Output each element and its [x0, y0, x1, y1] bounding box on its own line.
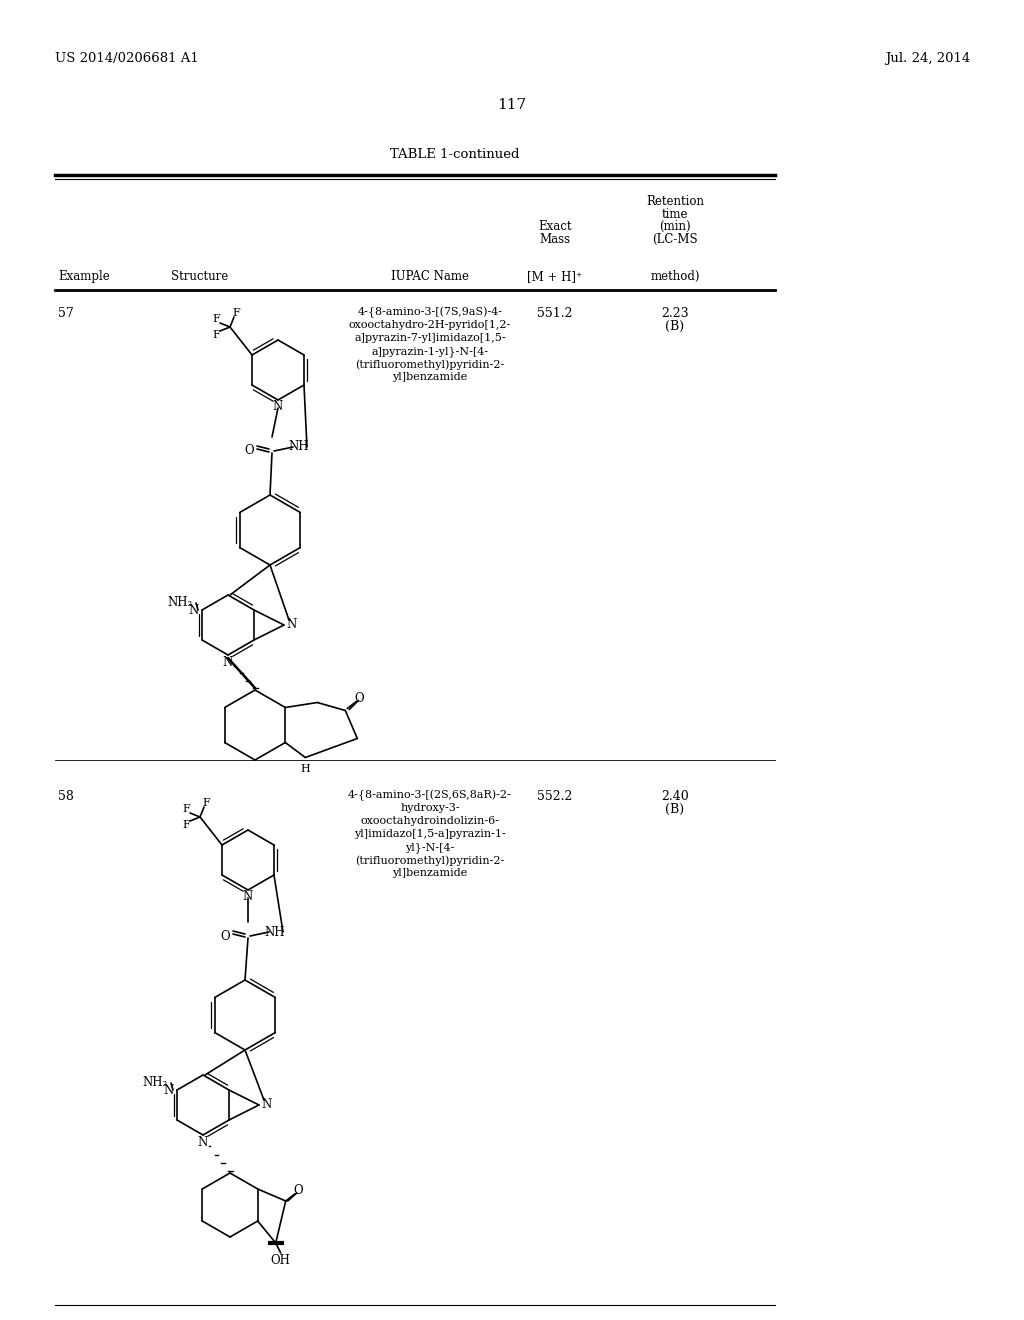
Text: 2.40: 2.40 — [662, 789, 689, 803]
Text: time: time — [662, 209, 688, 220]
Text: F: F — [232, 308, 240, 318]
Text: N: N — [287, 619, 297, 631]
Text: F: F — [212, 330, 220, 341]
Text: 552.2: 552.2 — [538, 789, 572, 803]
Text: (B): (B) — [666, 319, 685, 333]
Text: hydroxy-3-: hydroxy-3- — [400, 803, 460, 813]
Text: (trifluoromethyl)pyridin-2-: (trifluoromethyl)pyridin-2- — [355, 359, 505, 370]
Text: (B): (B) — [666, 803, 685, 816]
Text: yl]benzamide: yl]benzamide — [392, 869, 468, 878]
Text: 57: 57 — [58, 308, 74, 319]
Text: (min): (min) — [659, 220, 691, 234]
Text: yl}-N-[4-: yl}-N-[4- — [406, 842, 455, 853]
Text: oxooctahydroindolizin-6-: oxooctahydroindolizin-6- — [360, 816, 500, 826]
Text: 551.2: 551.2 — [538, 308, 572, 319]
Text: yl]imidazo[1,5-a]pyrazin-1-: yl]imidazo[1,5-a]pyrazin-1- — [354, 829, 506, 840]
Text: Exact: Exact — [539, 220, 571, 234]
Text: N: N — [164, 1084, 174, 1097]
Text: a]pyrazin-7-yl]imidazo[1,5-: a]pyrazin-7-yl]imidazo[1,5- — [354, 333, 506, 343]
Text: a]pyrazin-1-yl}-N-[4-: a]pyrazin-1-yl}-N-[4- — [372, 346, 488, 356]
Text: Mass: Mass — [540, 234, 570, 246]
Text: (LC-MS: (LC-MS — [652, 234, 697, 246]
Text: F: F — [202, 799, 210, 808]
Text: H: H — [300, 764, 310, 775]
Text: 117: 117 — [498, 98, 526, 112]
Text: Structure: Structure — [171, 271, 228, 282]
Text: TABLE 1-continued: TABLE 1-continued — [390, 148, 519, 161]
Text: O: O — [293, 1184, 302, 1197]
Text: N: N — [198, 1135, 208, 1148]
Text: N: N — [262, 1098, 272, 1111]
Text: F: F — [212, 314, 220, 323]
Text: NH: NH — [289, 441, 309, 454]
Text: Retention: Retention — [646, 195, 705, 209]
Text: 4-{8-amino-3-[(2S,6S,8aR)-2-: 4-{8-amino-3-[(2S,6S,8aR)-2- — [348, 789, 512, 801]
Text: Example: Example — [58, 271, 110, 282]
Text: 58: 58 — [58, 789, 74, 803]
Text: F: F — [182, 820, 189, 830]
Text: N: N — [188, 603, 199, 616]
Text: O: O — [244, 445, 254, 458]
Text: N: N — [223, 656, 233, 668]
Text: [M + H]⁺: [M + H]⁺ — [527, 271, 583, 282]
Text: F: F — [182, 804, 189, 814]
Text: yl]benzamide: yl]benzamide — [392, 372, 468, 381]
Text: N: N — [272, 400, 283, 413]
Text: method): method) — [650, 271, 699, 282]
Text: IUPAC Name: IUPAC Name — [391, 271, 469, 282]
Text: O: O — [354, 692, 365, 705]
Text: OH: OH — [270, 1254, 291, 1267]
Text: N: N — [243, 891, 253, 903]
Text: US 2014/0206681 A1: US 2014/0206681 A1 — [55, 51, 199, 65]
Text: 2.23: 2.23 — [662, 308, 689, 319]
Text: Jul. 24, 2014: Jul. 24, 2014 — [885, 51, 970, 65]
Text: oxooctahydro-2H-pyrido[1,2-: oxooctahydro-2H-pyrido[1,2- — [349, 319, 511, 330]
Text: O: O — [220, 929, 229, 942]
Text: (trifluoromethyl)pyridin-2-: (trifluoromethyl)pyridin-2- — [355, 855, 505, 866]
Text: 4-{8-amino-3-[(7S,9aS)-4-: 4-{8-amino-3-[(7S,9aS)-4- — [357, 308, 503, 318]
Text: NH₂: NH₂ — [167, 597, 193, 610]
Text: NH: NH — [265, 925, 286, 939]
Text: NH₂: NH₂ — [142, 1077, 168, 1089]
